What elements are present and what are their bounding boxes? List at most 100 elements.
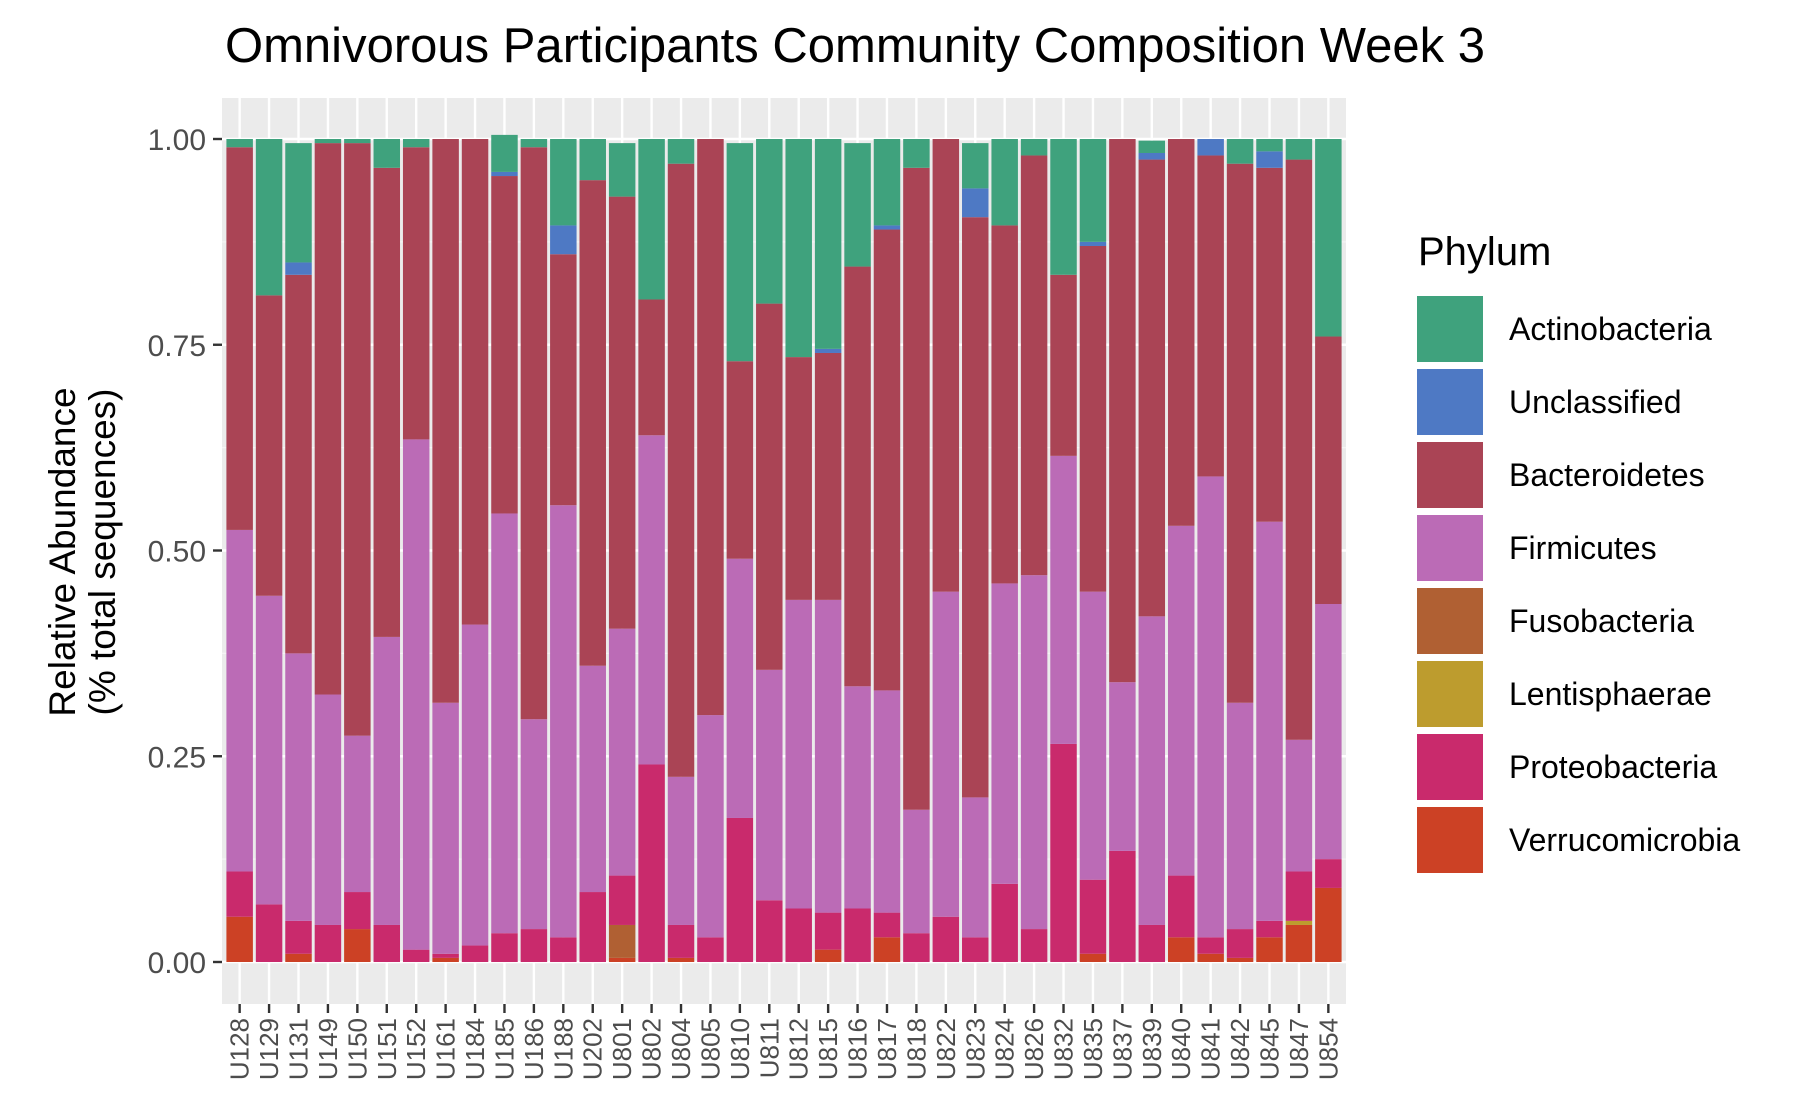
bar-segment-bacteroidetes: U823 Bacteroidetes: 0.705 <box>962 217 989 798</box>
bar-segment-actinobacteria: U847 Actinobacteria: 0.025 <box>1285 139 1313 160</box>
bar-segment-proteobacteria: U818 Proteobacteria: 0.035 <box>903 933 930 962</box>
bar-segment-proteobacteria: U184 Proteobacteria: 0.02 <box>461 945 489 962</box>
bar-segment-verrucomicrobia: U847 Verrucomicrobia: 0.045 <box>1285 924 1313 962</box>
bar-segment-bacteroidetes: U184 Bacteroidetes: 0.59 <box>461 139 489 625</box>
bar-segment-actinobacteria: U845 Actinobacteria: 0.015 <box>1256 139 1283 152</box>
bar-segment-firmicutes: U131 Firmicutes: 0.325 <box>285 653 312 921</box>
bar-segment-bacteroidetes: U837 Bacteroidetes: 0.66 <box>1109 139 1136 683</box>
bar-segment-verrucomicrobia: U854 Verrucomicrobia: 0.09 <box>1315 887 1342 962</box>
bar-segment-proteobacteria: U823 Proteobacteria: 0.03 <box>962 937 989 962</box>
bar-segment-actinobacteria: U815 Actinobacteria: 0.255 <box>814 139 842 349</box>
bar-segment-firmicutes: U152 Firmicutes: 0.62 <box>402 439 430 950</box>
bar-segment-proteobacteria: U188 Proteobacteria: 0.03 <box>550 937 577 962</box>
bar-segment-bacteroidetes: U802 Bacteroidetes: 0.165 <box>638 299 665 436</box>
bar-segment-actinobacteria: U823 Actinobacteria: 0.055 <box>962 143 989 189</box>
bar-segment-proteobacteria: U810 Proteobacteria: 0.175 <box>726 817 754 962</box>
bar-segment-actinobacteria: U185 Actinobacteria: 0.045 <box>491 134 518 172</box>
bar-segment-firmicutes: U812 Firmicutes: 0.375 <box>785 599 812 909</box>
bar-segment-bacteroidetes: U804 Bacteroidetes: 0.745 <box>667 163 695 777</box>
bar-segment-verrucomicrobia: U835 Verrucomicrobia: 0.01 <box>1079 953 1107 962</box>
bar-segment-firmicutes: U811 Firmicutes: 0.28 <box>756 669 783 901</box>
bar-segment-verrucomicrobia: U840 Verrucomicrobia: 0.03 <box>1167 937 1195 962</box>
y-tick-label: 0.25 <box>148 741 206 774</box>
y-tick-label: 0.00 <box>148 947 206 980</box>
bar-segment-proteobacteria: U826 Proteobacteria: 0.04 <box>1020 929 1048 962</box>
bar-segment-verrucomicrobia: U817 Verrucomicrobia: 0.03 <box>873 937 901 962</box>
bar-segment-proteobacteria: U129 Proteobacteria: 0.07 <box>255 904 283 962</box>
bar-segment-firmicutes: U810 Firmicutes: 0.315 <box>726 558 754 818</box>
bar-segment-firmicutes: U823 Firmicutes: 0.17 <box>962 797 989 938</box>
x-tick-label: U854 <box>1313 1018 1343 1080</box>
bar-segment-actinobacteria: U817 Actinobacteria: 0.105 <box>873 139 901 226</box>
bar-segment-firmicutes: U841 Firmicutes: 0.56 <box>1197 476 1224 938</box>
bar-segment-actinobacteria: U832 Actinobacteria: 0.165 <box>1050 139 1077 275</box>
x-tick-label: U186 <box>519 1018 549 1080</box>
bar-segment-actinobacteria: U151 Actinobacteria: 0.035 <box>373 139 401 168</box>
bar-segment-firmicutes: U801 Firmicutes: 0.3 <box>608 628 636 876</box>
x-tick-label: U150 <box>342 1018 372 1080</box>
bar-segment-firmicutes: U840 Firmicutes: 0.425 <box>1167 525 1195 876</box>
bar-segment-actinobacteria: U812 Actinobacteria: 0.265 <box>785 139 812 358</box>
bar-segment-firmicutes: U824 Firmicutes: 0.365 <box>991 583 1018 884</box>
bar-segment-fusobacteria: U801 Fusobacteria: 0.04 <box>608 924 636 958</box>
x-tick-label: U826 <box>1019 1018 1049 1080</box>
x-tick-label: U845 <box>1254 1018 1284 1080</box>
y-tick-label: 0.75 <box>148 330 206 363</box>
bar-segment-actinobacteria: U128 Actinobacteria: 0.01 <box>226 139 253 148</box>
bar-segment-firmicutes: U854 Firmicutes: 0.31 <box>1315 603 1342 860</box>
bar-segment-firmicutes: U815 Firmicutes: 0.38 <box>814 599 842 913</box>
bar-segment-unclassified: U185 Unclassified: 0.005 <box>491 171 518 177</box>
bar-segment-proteobacteria: U802 Proteobacteria: 0.24 <box>638 764 665 962</box>
bar-segment-bacteroidetes: U202 Bacteroidetes: 0.59 <box>579 180 606 666</box>
bar-segment-bacteroidetes: U817 Bacteroidetes: 0.56 <box>873 229 901 691</box>
x-tick-label: U824 <box>990 1018 1020 1080</box>
bar-segment-unclassified: U841 Unclassified: 0.02 <box>1197 139 1224 156</box>
bar-segment-actinobacteria: U802 Actinobacteria: 0.195 <box>638 139 665 300</box>
bar-segment-actinobacteria: U826 Actinobacteria: 0.02 <box>1020 139 1048 156</box>
bar-segment-bacteroidetes: U847 Bacteroidetes: 0.705 <box>1285 159 1313 740</box>
bar-segment-actinobacteria: U150 Actinobacteria: 0.005 <box>344 139 371 144</box>
x-tick-label: U810 <box>725 1018 755 1080</box>
bar-segment-actinobacteria: U801 Actinobacteria: 0.065 <box>608 143 636 197</box>
bar-segment-proteobacteria: U150 Proteobacteria: 0.045 <box>344 892 371 930</box>
bar-segment-proteobacteria: U854 Proteobacteria: 0.035 <box>1315 859 1342 888</box>
bar-segment-bacteroidetes: U841 Bacteroidetes: 0.39 <box>1197 155 1224 477</box>
y-axis-title-line2: (% total sequences) <box>82 388 123 715</box>
legend-key-actinobacteria <box>1417 296 1483 362</box>
x-tick-label: U805 <box>695 1018 725 1080</box>
legend-key-verrucomicrobia <box>1417 807 1483 873</box>
x-tick-label: U152 <box>401 1018 431 1080</box>
bar-segment-firmicutes: U149 Firmicutes: 0.28 <box>314 694 342 925</box>
x-tick-label: U832 <box>1049 1018 1079 1080</box>
bar-segment-firmicutes: U188 Firmicutes: 0.525 <box>550 505 577 938</box>
x-axis: U128 U129 U131 U149 U150 U151 U152 U161 U184 U185… <box>225 1004 1343 1080</box>
bar-segment-firmicutes: U805 Firmicutes: 0.27 <box>697 715 724 938</box>
bar-segment-firmicutes: U816 Firmicutes: 0.27 <box>844 686 871 909</box>
bar-segment-unclassified: U823 Unclassified: 0.035 <box>962 188 989 218</box>
bar-segment-proteobacteria: U149 Proteobacteria: 0.045 <box>314 924 342 962</box>
bar-segment-verrucomicrobia: U804 Verrucomicrobia: 0.005 <box>667 957 695 962</box>
bar-segment-verrucomicrobia: U131 Verrucomicrobia: 0.01 <box>285 953 312 962</box>
bar-segment-bacteroidetes: U816 Bacteroidetes: 0.51 <box>844 266 871 687</box>
legend: Actinobacteria Unclassified Bacteroidetes F… <box>1417 296 1740 873</box>
bar-segment-actinobacteria: U188 Actinobacteria: 0.105 <box>550 139 577 226</box>
bar-segment-actinobacteria: U854 Actinobacteria: 0.24 <box>1315 139 1342 337</box>
bar-segment-unclassified: U839 Unclassified: 0.008 <box>1138 152 1166 160</box>
bar-segment-unclassified: U835 Unclassified: 0.005 <box>1079 241 1107 246</box>
bar-segment-proteobacteria: U832 Proteobacteria: 0.265 <box>1050 743 1077 962</box>
x-tick-label: U839 <box>1137 1018 1167 1080</box>
bar-segment-bacteroidetes: U835 Bacteroidetes: 0.42 <box>1079 245 1107 592</box>
bar-segment-verrucomicrobia: U842 Verrucomicrobia: 0.005 <box>1226 957 1254 962</box>
x-tick-label: U149 <box>313 1018 343 1080</box>
bar-segment-firmicutes: U128 Firmicutes: 0.415 <box>226 529 253 872</box>
bar-segment-bacteroidetes: U128 Bacteroidetes: 0.465 <box>226 147 253 530</box>
bar-segment-bacteroidetes: U811 Bacteroidetes: 0.445 <box>756 303 783 670</box>
x-tick-label: U188 <box>548 1018 578 1080</box>
legend-label-actinobacteria: Actinobacteria <box>1509 311 1712 347</box>
bar-segment-proteobacteria: U161 Proteobacteria: 0.005 <box>432 953 459 958</box>
legend-key-lentisphaerae <box>1417 661 1483 727</box>
x-tick-label: U131 <box>284 1018 314 1080</box>
bar-segment-unclassified: U188 Unclassified: 0.035 <box>550 225 577 255</box>
bar-segment-verrucomicrobia: U815 Verrucomicrobia: 0.015 <box>814 949 842 962</box>
x-tick-label: U151 <box>372 1018 402 1080</box>
